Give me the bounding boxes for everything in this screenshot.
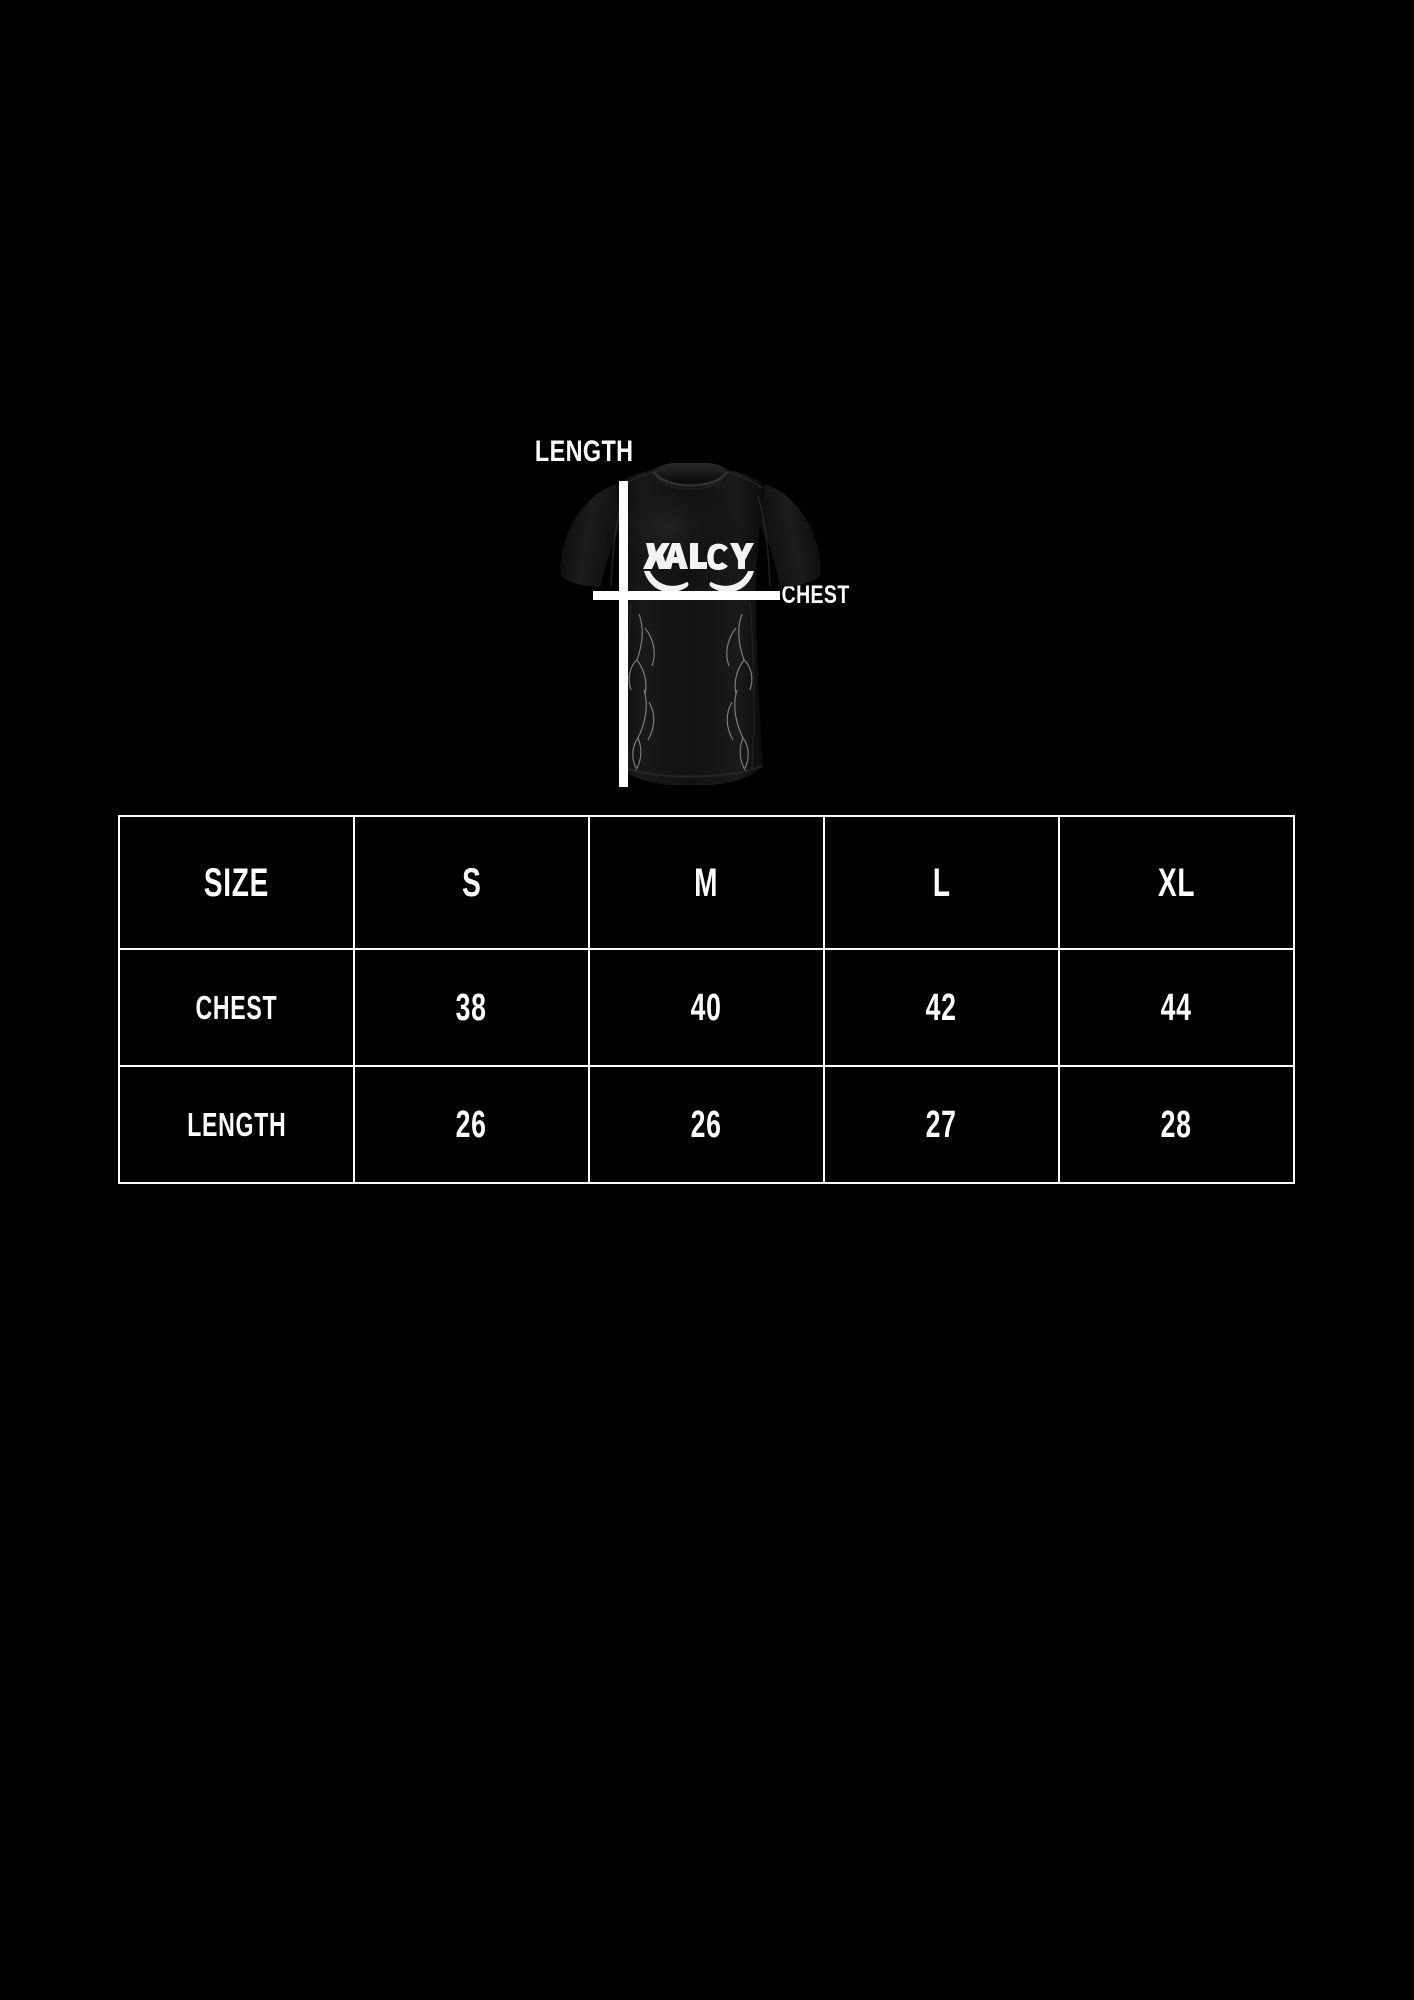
header-label-size: SIZE <box>203 860 270 905</box>
product-image-tshirt <box>553 462 828 807</box>
value-length-m: 26 <box>691 1103 722 1146</box>
chest-callout-label: CHEST <box>781 581 850 609</box>
cell-chest-s: 38 <box>353 948 590 1067</box>
cell-length-s: 26 <box>353 1065 590 1184</box>
table-row-chest: CHEST 38 40 42 44 <box>118 948 1295 1067</box>
table-header-cell-l: L <box>823 815 1060 950</box>
value-chest-s: 38 <box>456 986 487 1029</box>
tshirt-illustration <box>560 463 821 785</box>
value-length-xl: 28 <box>1161 1103 1192 1146</box>
cell-chest-m: 40 <box>588 948 825 1067</box>
row-label-text-length: LENGTH <box>186 1106 287 1143</box>
tshirt-chest-logo <box>643 543 754 593</box>
table-header-cell-m: M <box>588 815 825 950</box>
header-label-xl: XL <box>1157 860 1196 905</box>
value-length-l: 27 <box>926 1103 957 1146</box>
tshirt-collar <box>653 463 728 484</box>
tshirt-side-graphic-left <box>628 613 655 773</box>
table-header-cell-size: SIZE <box>118 815 355 950</box>
measurement-diagram: LENGTH CHEST <box>0 0 1414 815</box>
value-length-s: 26 <box>456 1103 487 1146</box>
tshirt-side-graphic-right <box>726 613 753 773</box>
table-header-cell-s: S <box>353 815 590 950</box>
cell-length-l: 27 <box>823 1065 1060 1184</box>
value-chest-l: 42 <box>926 986 957 1029</box>
header-label-l: L <box>932 860 951 905</box>
value-chest-xl: 44 <box>1161 986 1192 1029</box>
table-header-cell-xl: XL <box>1058 815 1295 950</box>
header-label-s: S <box>461 860 482 905</box>
cell-chest-xl: 44 <box>1058 948 1295 1067</box>
size-chart-table: SIZE S M L XL CHEST 38 40 <box>118 815 1295 1184</box>
row-label-length: LENGTH <box>118 1065 355 1184</box>
tshirt-right-sleeve <box>760 484 821 587</box>
cell-chest-l: 42 <box>823 948 1060 1067</box>
row-label-chest: CHEST <box>118 948 355 1067</box>
row-label-text-chest: CHEST <box>195 989 278 1026</box>
length-callout-label: LENGTH <box>534 435 634 468</box>
length-measurement-line <box>619 481 628 787</box>
cell-length-xl: 28 <box>1058 1065 1295 1184</box>
value-chest-m: 40 <box>691 986 722 1029</box>
chest-measurement-line <box>593 591 780 600</box>
cell-length-m: 26 <box>588 1065 825 1184</box>
table-row-length: LENGTH 26 26 27 28 <box>118 1065 1295 1184</box>
table-header-row: SIZE S M L XL <box>118 815 1295 950</box>
header-label-m: M <box>694 860 719 905</box>
